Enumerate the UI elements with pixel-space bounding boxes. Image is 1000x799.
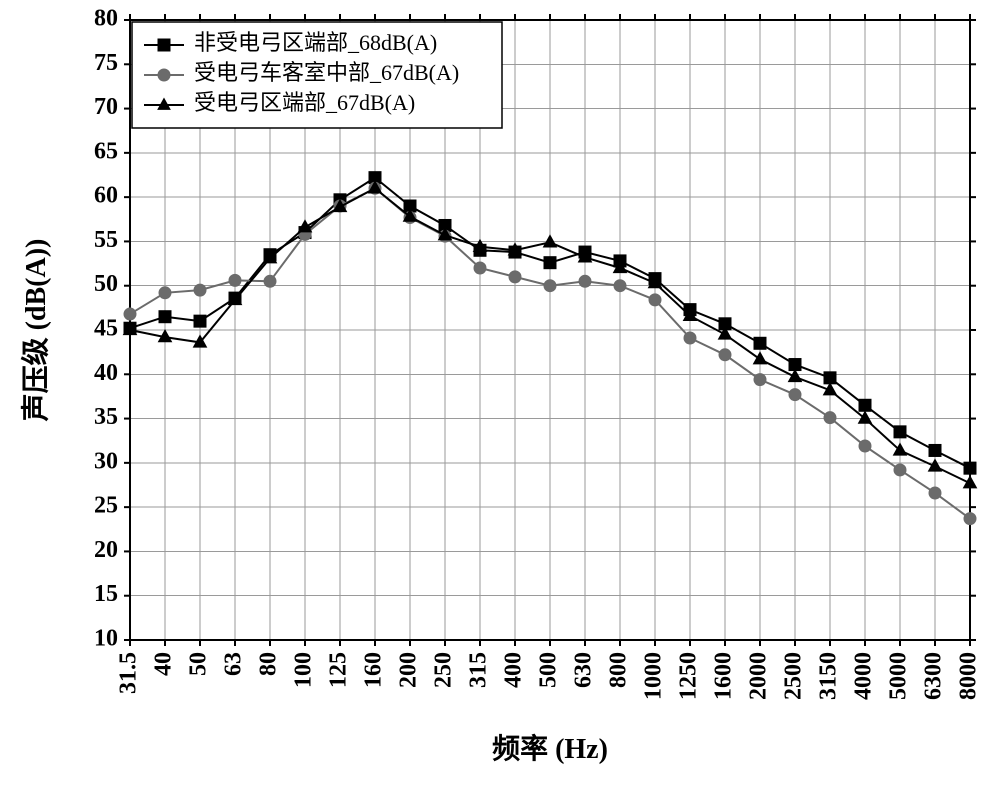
x-tick-label: 250 (431, 652, 457, 688)
x-tick-label: 63 (221, 652, 247, 676)
y-tick-label: 20 (94, 537, 118, 563)
y-tick-label: 75 (94, 50, 118, 76)
y-tick-label: 25 (94, 493, 118, 519)
chart-container: 10 15 20 25 30 35 40 45 50 55 60 65 70 75 80 31.5 40 50 63… (0, 0, 1000, 799)
x-tick-label: 4000 (851, 652, 877, 700)
x-tick-label: 125 (326, 652, 352, 688)
x-tick-label: 8000 (956, 652, 982, 700)
x-tick-label: 2500 (781, 652, 807, 700)
x-tick-label: 1000 (641, 652, 667, 700)
x-tick-label: 630 (571, 652, 597, 688)
x-tick-label: 31.5 (116, 652, 142, 694)
x-tick-label: 315 (466, 652, 492, 688)
y-tick-label: 65 (94, 138, 118, 164)
y-tick-label: 40 (94, 360, 118, 386)
y-tick-label: 30 (94, 448, 118, 474)
x-tick-label: 40 (151, 652, 177, 676)
legend-label: 受电弓车客室中部_67dB(A) (194, 60, 459, 85)
y-tick-label: 15 (94, 581, 118, 607)
y-tick-label: 55 (94, 227, 118, 253)
y-axis-title: 声压级 (dB(A)) (20, 239, 52, 422)
legend-label: 受电弓区端部_67dB(A) (194, 90, 415, 115)
x-tick-label: 6300 (921, 652, 947, 700)
x-tick-label: 100 (291, 652, 317, 688)
x-tick-label: 5000 (886, 652, 912, 700)
x-tick-label: 1250 (676, 652, 702, 700)
x-tick-label: 400 (501, 652, 527, 688)
line-chart: 10 15 20 25 30 35 40 45 50 55 60 65 70 75 80 31.5 40 50 63… (0, 0, 1000, 799)
x-tick-label: 2000 (746, 652, 772, 700)
x-tick-label: 500 (536, 652, 562, 688)
legend-label: 非受电弓区端部_68dB(A) (194, 30, 437, 55)
y-tick-label: 50 (94, 271, 118, 297)
legend: 非受电弓区端部_68dB(A) 受电弓车客室中部_67dB(A) 受电弓区端部_67… (132, 22, 502, 128)
x-tick-label: 800 (606, 652, 632, 688)
x-tick-label: 80 (256, 652, 282, 676)
x-tick-label: 50 (186, 652, 212, 676)
x-tick-label: 1600 (711, 652, 737, 700)
x-tick-label: 160 (361, 652, 387, 688)
y-tick-label: 10 (94, 626, 118, 652)
x-tick-label: 3150 (816, 652, 842, 700)
y-tick-label: 45 (94, 316, 118, 342)
y-tick-label: 60 (94, 183, 118, 209)
y-tick-label: 35 (94, 404, 118, 430)
y-tick-label: 70 (94, 94, 118, 120)
x-axis-title: 频率 (Hz) (492, 732, 608, 765)
x-tick-label: 200 (396, 652, 422, 688)
y-tick-label: 80 (94, 6, 118, 32)
